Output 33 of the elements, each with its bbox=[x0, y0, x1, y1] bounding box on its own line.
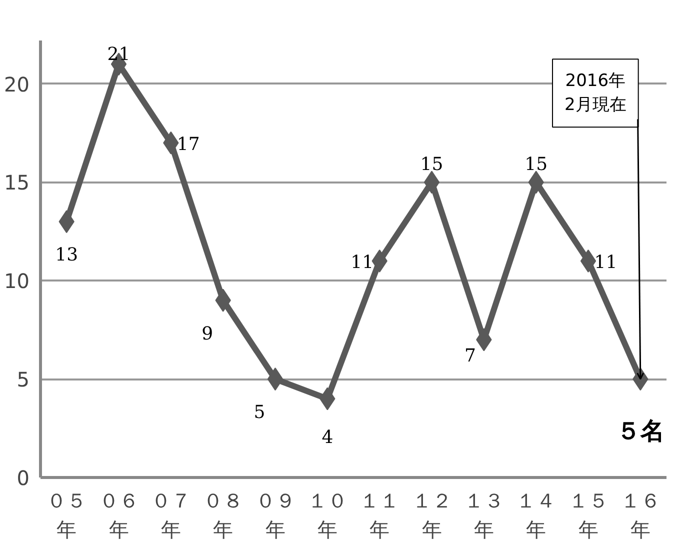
data-label: 11 bbox=[350, 252, 374, 273]
data-label: 9 bbox=[202, 323, 214, 344]
point bbox=[580, 249, 596, 272]
data-label: 15 bbox=[420, 154, 444, 176]
x-tick-label: ０８年 bbox=[203, 488, 244, 542]
x-tick-label: １１年 bbox=[360, 488, 400, 542]
x-tick-label: １３年 bbox=[464, 488, 504, 542]
annotation: 2016年 2月現在 bbox=[564, 71, 626, 116]
y-tick-label: 0 bbox=[16, 466, 30, 490]
x-tick-label: ０６年 bbox=[98, 488, 139, 542]
y-tick-label: 10 bbox=[4, 269, 30, 294]
point bbox=[424, 170, 440, 194]
data-label: 21 bbox=[107, 44, 130, 66]
x-tick-label: １２年 bbox=[412, 488, 452, 542]
data-label: 15 bbox=[524, 154, 548, 176]
x-tick-label: ０７年 bbox=[150, 488, 191, 542]
y-tick-label: 15 bbox=[4, 170, 30, 195]
x-tick-label: ０５年 bbox=[46, 488, 87, 542]
x-tick-label: １５年 bbox=[568, 488, 608, 542]
data-label: 5 bbox=[254, 402, 266, 424]
data-label: 11 bbox=[594, 252, 618, 273]
x-tick-label: １４年 bbox=[516, 488, 556, 542]
data-label: 17 bbox=[176, 134, 200, 155]
point bbox=[267, 368, 284, 391]
y-tick-label: 20 bbox=[4, 72, 30, 96]
y-tick-label: 5 bbox=[16, 368, 30, 392]
data-label: 4 bbox=[322, 426, 334, 448]
x-tick-label: １６年 bbox=[620, 488, 660, 542]
x-tick-label: ０９年 bbox=[255, 488, 296, 542]
x-tick-label: １０年 bbox=[307, 488, 348, 542]
data-label: ５名 bbox=[616, 417, 664, 446]
data-label: 13 bbox=[55, 244, 78, 266]
data-label: 7 bbox=[464, 346, 476, 367]
